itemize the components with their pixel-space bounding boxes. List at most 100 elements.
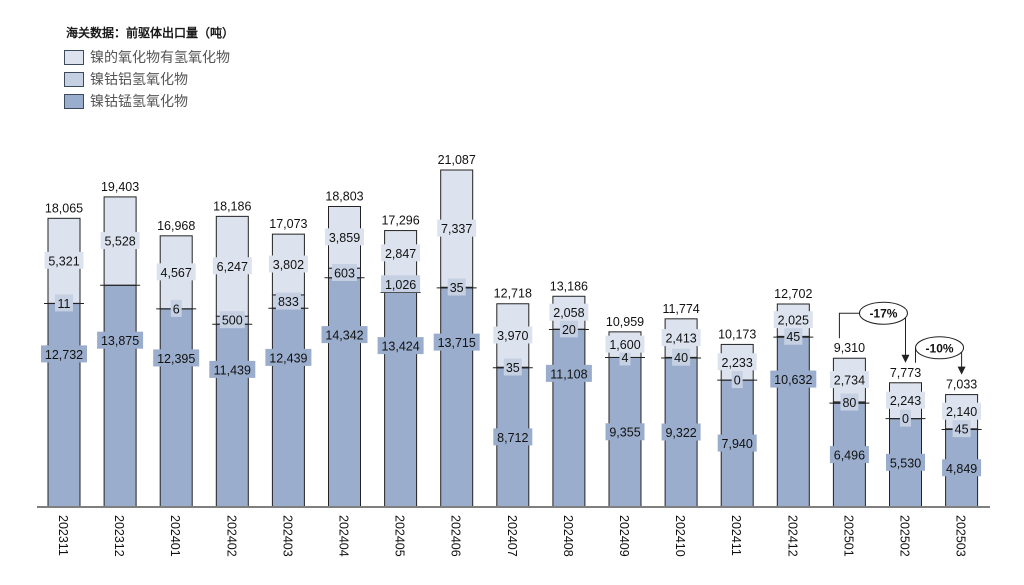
data-label-oxide: 2,025 (778, 314, 809, 328)
data-label-nca-bg (672, 348, 691, 366)
x-tick-label: 202406 (449, 515, 463, 557)
data-label-nca: 45 (786, 330, 800, 344)
legend-label: 镍的氧化物有氢氧化物 (90, 50, 230, 66)
data-label-oxide-bg (44, 251, 84, 269)
data-label-ncm-bg (829, 446, 869, 464)
data-label-ncm: 5,530 (890, 456, 921, 470)
data-label-ncm: 11,108 (550, 367, 587, 381)
data-label-ncm: 13,715 (438, 336, 476, 350)
data-label-nca: 20 (562, 323, 576, 337)
annotation-pct-change: -17% (869, 307, 897, 321)
legend-swatch-nickel-oxide (64, 49, 84, 65)
x-tick-label: 202404 (337, 515, 351, 557)
data-label-nca: 500 (222, 314, 243, 328)
bar-segment-ncm (328, 277, 361, 508)
legend-swatch-ncm (64, 93, 84, 109)
data-label-ncm: 9,355 (609, 426, 640, 440)
data-label-oxide: 2,058 (553, 306, 584, 320)
data-label-ncm-bg (605, 423, 645, 441)
legend-swatch-nca (64, 71, 84, 87)
data-label-ncm: 8,712 (497, 431, 528, 445)
data-label-nca: 35 (450, 281, 464, 295)
total-label: 18,803 (325, 190, 363, 204)
annotation-bubble (915, 336, 965, 360)
data-label-oxide: 1,600 (609, 338, 640, 352)
data-label-oxide: 2,847 (385, 247, 416, 261)
x-tick-label: 202401 (168, 515, 182, 557)
total-label: 18,065 (45, 201, 83, 215)
x-tick-label: 202311 (56, 515, 70, 556)
data-label-nca-bg (731, 371, 743, 389)
data-label-oxide: 2,243 (890, 394, 921, 408)
annotation-pct-change: -10% (926, 341, 954, 355)
bar-segment-ncm (215, 323, 249, 508)
total-label: 16,968 (157, 219, 195, 233)
data-label-nca-bg (170, 299, 182, 317)
data-label-nca-bg (503, 358, 522, 376)
data-label-oxide-bg (268, 255, 308, 273)
total-label: 17,073 (269, 217, 307, 231)
total-label: 11,774 (662, 302, 699, 316)
data-label-ncm-bg (661, 423, 701, 441)
data-label-oxide: 7,337 (441, 222, 472, 236)
data-label-ncm-bg (770, 370, 817, 388)
data-label-ncm: 4,849 (946, 462, 977, 476)
data-label-oxide: 5,321 (48, 254, 79, 268)
data-label-nca-bg (559, 320, 578, 338)
data-label-oxide-bg (493, 326, 533, 344)
annotation-connector (838, 312, 862, 339)
total-label: 12,718 (494, 287, 532, 301)
data-label-ncm: 12,732 (45, 348, 83, 362)
x-tick-label: 202405 (393, 515, 407, 557)
x-tick-label: 202402 (224, 515, 238, 557)
data-label-oxide-bg (549, 303, 589, 321)
total-label: 9,310 (834, 341, 865, 355)
data-label-oxide: 2,140 (946, 405, 977, 419)
x-tick-label: 202503 (954, 515, 968, 557)
x-tick-label: 202409 (617, 515, 631, 557)
data-label-ncm: 13,424 (381, 340, 419, 354)
data-label-ncm-bg (209, 360, 256, 378)
data-label-oxide: 5,528 (104, 235, 135, 249)
data-label-oxide-bg (605, 335, 645, 353)
x-tick-label: 202411 (729, 515, 743, 556)
arrow-head-icon (957, 366, 966, 375)
data-label-oxide: 2,413 (665, 332, 696, 346)
data-label-nca-bg (332, 263, 357, 281)
data-label-oxide-bg (212, 257, 252, 275)
data-label-oxide-bg (717, 353, 757, 371)
data-label-oxide: 3,802 (273, 258, 304, 272)
bar-segment-ncm (103, 284, 137, 508)
data-label-nca: 1,026 (385, 278, 416, 292)
arrow-head-icon (901, 354, 910, 363)
data-label-nca: 6 (173, 302, 180, 316)
data-label-nca: 11 (58, 297, 71, 311)
total-label: 17,296 (381, 214, 419, 228)
data-label-ncm-bg (886, 453, 925, 471)
data-label-nca: 833 (278, 295, 299, 309)
data-label-ncm: 9,322 (665, 426, 696, 440)
data-label-nca: 45 (955, 423, 969, 437)
annotation-bubble (858, 301, 908, 325)
x-tick-label: 202412 (785, 515, 799, 557)
data-label-ncm: 12,439 (269, 351, 307, 365)
data-label-ncm: 10,632 (774, 373, 812, 387)
legend-label: 镍钴铝氢氧化物 (90, 72, 188, 88)
data-label-nca-bg (55, 294, 73, 312)
data-label-oxide-bg (886, 391, 925, 409)
total-label: 12,702 (774, 287, 812, 301)
data-label-ncm-bg (942, 459, 982, 477)
total-label: 18,186 (213, 199, 251, 213)
data-label-nca-bg (619, 348, 631, 366)
data-label-nca-bg (219, 311, 245, 329)
data-label-nca: 0 (902, 412, 909, 426)
data-label-oxide-bg (661, 329, 701, 347)
total-label: 21,087 (438, 153, 476, 167)
data-label-nca-bg (447, 278, 466, 296)
data-label-nca: 4 (622, 351, 629, 365)
data-label-ncm: 14,342 (325, 329, 363, 343)
data-label-oxide-bg (829, 371, 869, 389)
data-label-ncm-bg (265, 348, 312, 366)
data-label-oxide: 2,233 (722, 356, 753, 370)
data-label-oxide-bg (381, 244, 421, 262)
